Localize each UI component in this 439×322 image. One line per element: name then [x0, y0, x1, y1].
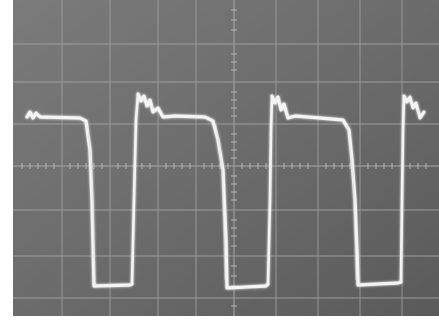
graticule — [13, 0, 439, 316]
graticule-center-ticks — [21, 9, 427, 307]
waveform-trace — [25, 92, 426, 290]
trace-afterglow — [87, 124, 357, 281]
